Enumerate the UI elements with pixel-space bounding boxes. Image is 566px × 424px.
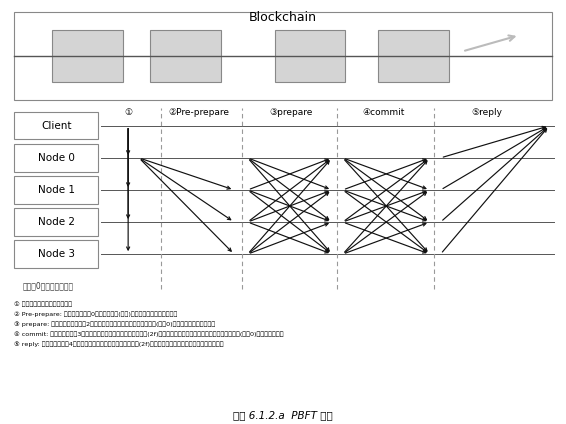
Text: Node 3: Node 3 xyxy=(38,249,75,259)
Bar xyxy=(14,240,98,268)
Text: ⑤reply: ⑤reply xyxy=(471,108,502,117)
Text: ③ prepare: 准备；当接收到步骤2里的指令时，每一个节点将对包含主要(节点0)节点的所有节点进行回复: ③ prepare: 准备；当接收到步骤2里的指令时，每一个节点将对包含主要(节… xyxy=(14,321,216,327)
Text: ⑤ reply: 回复；当在步骤4中收到复数指令时，第一项是超过上限(2f)的，每一个节点执行该指令并在区块上做记: ⑤ reply: 回复；当在步骤4中收到复数指令时，第一项是超过上限(2f)的，… xyxy=(14,341,224,347)
Text: ② Pre-prepare: 提前准备；节点0成为主要节点(领袖)且逐一对其他节点发送指令: ② Pre-prepare: 提前准备；节点0成为主要节点(领袖)且逐一对其他节… xyxy=(14,312,178,317)
Text: Node 2: Node 2 xyxy=(38,217,75,227)
Text: 图表 6.1.2.a  PBFT 架构: 图表 6.1.2.a PBFT 架构 xyxy=(233,410,333,420)
Bar xyxy=(14,176,98,204)
Text: ①: ① xyxy=(124,108,132,117)
Text: Node 1: Node 1 xyxy=(38,185,75,195)
Text: ②Pre-prepare: ②Pre-prepare xyxy=(168,108,229,117)
Bar xyxy=(150,30,221,82)
Bar xyxy=(14,208,98,236)
Bar xyxy=(14,144,98,172)
Text: ③prepare: ③prepare xyxy=(269,108,313,117)
Bar xyxy=(378,30,449,82)
Text: 当节点0为主要时的通讯: 当节点0为主要时的通讯 xyxy=(22,281,74,290)
Text: ① 客户向所有节点广播一个请求: ① 客户向所有节点广播一个请求 xyxy=(14,302,72,307)
Bar xyxy=(14,112,98,139)
Text: Client: Client xyxy=(41,121,71,131)
Text: Blockchain: Blockchain xyxy=(249,11,317,24)
Text: ④commit: ④commit xyxy=(362,108,405,117)
Text: ④ commit: 允诺；当在步骤3中收到复数指令时，第一项是超过上限(2f)的，每一个节点将传送接收到的信号至包含主要(节点0)节点的所有节点: ④ commit: 允诺；当在步骤3中收到复数指令时，第一项是超过上限(2f)的… xyxy=(14,332,284,337)
Bar xyxy=(275,30,345,82)
Text: Node 0: Node 0 xyxy=(38,153,75,163)
Bar xyxy=(52,30,123,82)
